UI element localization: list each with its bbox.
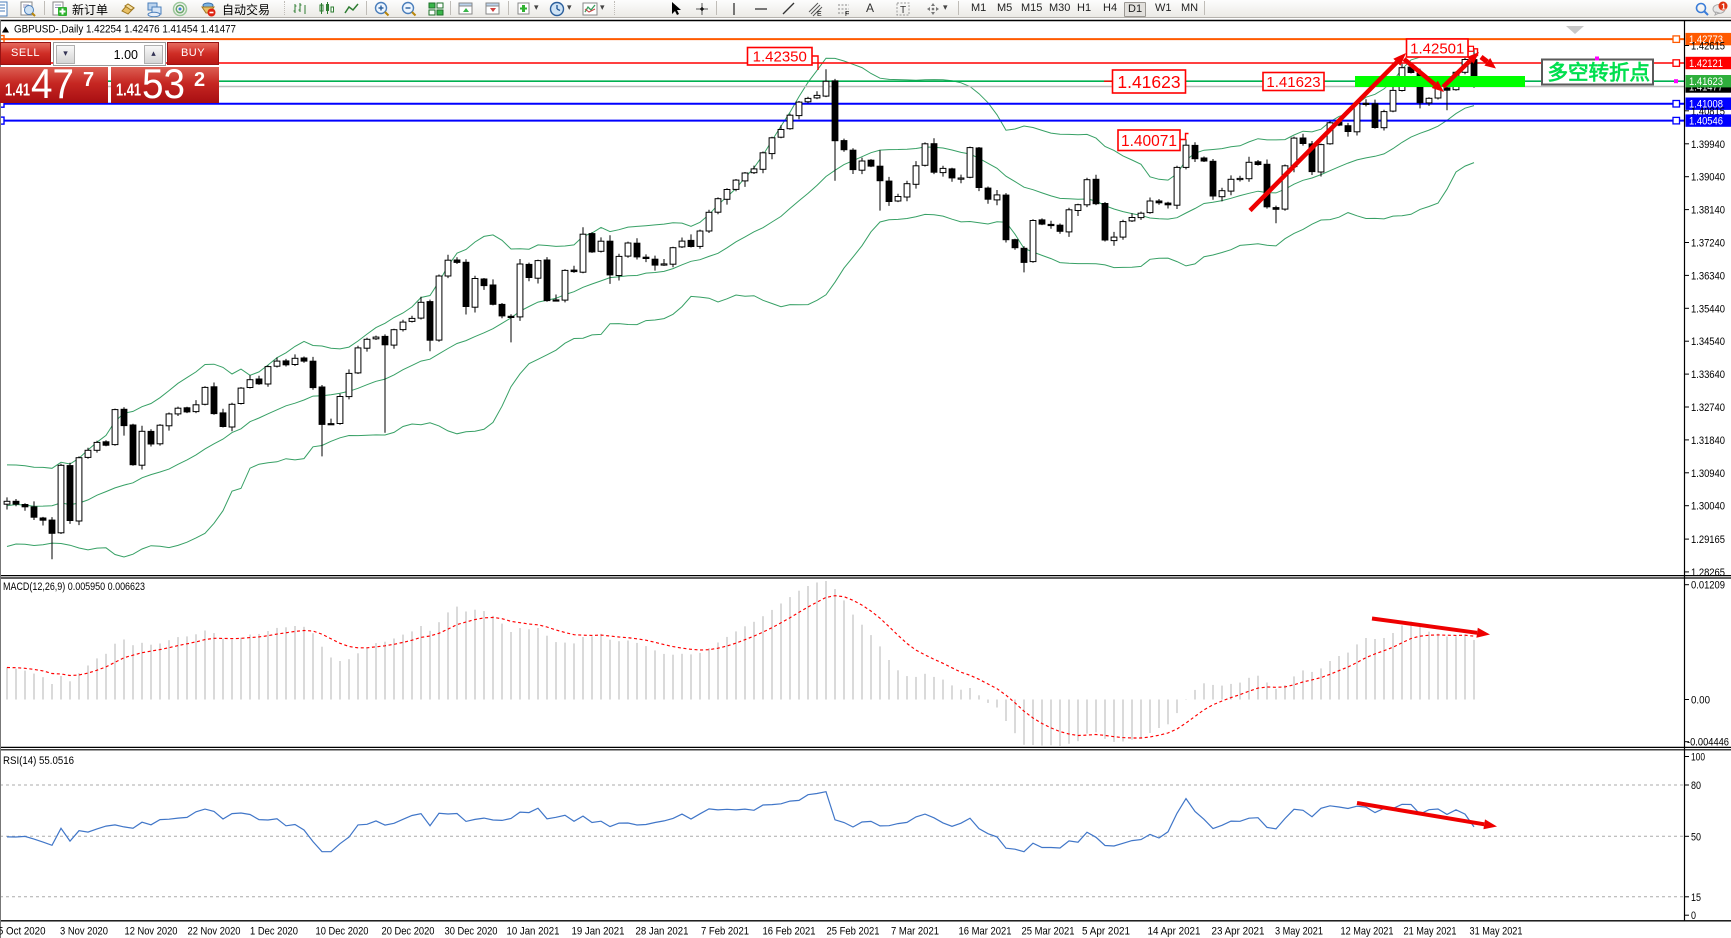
svg-text:1.36340: 1.36340 — [1691, 270, 1725, 282]
svg-text:1.42121: 1.42121 — [1689, 58, 1723, 70]
svg-text:80: 80 — [1691, 780, 1701, 792]
svg-text:7 Mar 2021: 7 Mar 2021 — [891, 926, 939, 938]
svg-text:1.31840: 1.31840 — [1691, 435, 1725, 447]
svg-text:1 Dec 2020: 1 Dec 2020 — [250, 926, 298, 938]
svg-text:1.42501: 1.42501 — [1410, 40, 1464, 57]
svg-text:1.34540: 1.34540 — [1691, 336, 1725, 348]
svg-text:1.41008: 1.41008 — [1689, 99, 1723, 111]
svg-text:F: F — [845, 11, 849, 17]
svg-text:0.01209: 0.01209 — [1691, 580, 1725, 592]
svg-text:RSI(14) 55.0516: RSI(14) 55.0516 — [3, 755, 74, 767]
svg-text:22 Nov 2020: 22 Nov 2020 — [188, 926, 241, 938]
svg-text:1.32740: 1.32740 — [1691, 402, 1725, 414]
svg-text:1.39940: 1.39940 — [1691, 139, 1725, 151]
svg-text:25 Oct 2020: 25 Oct 2020 — [0, 926, 46, 938]
svg-text:10 Jan 2021: 10 Jan 2021 — [507, 926, 560, 938]
svg-text:31 May 2021: 31 May 2021 — [1470, 926, 1523, 938]
svg-text:5 Apr 2021: 5 Apr 2021 — [1082, 926, 1130, 938]
svg-text:0: 0 — [1691, 910, 1696, 922]
svg-text:T: T — [900, 5, 906, 16]
svg-text:3 Nov 2020: 3 Nov 2020 — [60, 926, 108, 938]
svg-text:15: 15 — [1691, 892, 1701, 904]
svg-text:3 May 2021: 3 May 2021 — [1275, 926, 1323, 938]
svg-text:GBPUSD-,Daily 1.42254 1.42476: GBPUSD-,Daily 1.42254 1.42476 1.41454 1.… — [14, 24, 236, 36]
svg-text:-0.004446: -0.004446 — [1687, 737, 1729, 749]
svg-text:1.42773: 1.42773 — [1689, 34, 1723, 46]
svg-text:1.42615: 1.42615 — [1691, 41, 1725, 53]
svg-text:0.00: 0.00 — [1691, 695, 1710, 707]
svg-text:20 Dec 2020: 20 Dec 2020 — [382, 926, 435, 938]
svg-text:28 Jan 2021: 28 Jan 2021 — [636, 926, 689, 938]
svg-text:E: E — [817, 11, 822, 17]
svg-text:16 Mar 2021: 16 Mar 2021 — [959, 926, 1012, 938]
svg-text:1.28265: 1.28265 — [1691, 567, 1725, 579]
svg-text:1.29165: 1.29165 — [1691, 534, 1725, 546]
svg-text:14 Apr 2021: 14 Apr 2021 — [1148, 926, 1201, 938]
svg-text:19 Jan 2021: 19 Jan 2021 — [572, 926, 625, 938]
svg-text:1.39040: 1.39040 — [1691, 172, 1725, 184]
svg-text:1.38140: 1.38140 — [1691, 205, 1725, 217]
svg-text:100: 100 — [1691, 752, 1705, 764]
svg-text:1.41623: 1.41623 — [1266, 74, 1320, 91]
svg-text:7 Feb 2021: 7 Feb 2021 — [701, 926, 749, 938]
svg-text:1.41623: 1.41623 — [1689, 76, 1723, 88]
svg-text:21 May 2021: 21 May 2021 — [1404, 926, 1457, 938]
svg-text:16 Feb 2021: 16 Feb 2021 — [763, 926, 816, 938]
svg-text:1.37240: 1.37240 — [1691, 238, 1725, 250]
svg-text:30 Dec 2020: 30 Dec 2020 — [445, 926, 498, 938]
svg-text:1.40071: 1.40071 — [1121, 133, 1177, 150]
svg-text:23 Apr 2021: 23 Apr 2021 — [1212, 926, 1265, 938]
svg-text:1.30040: 1.30040 — [1691, 501, 1725, 513]
svg-text:10 Dec 2020: 10 Dec 2020 — [316, 926, 369, 938]
svg-text:25 Mar 2021: 25 Mar 2021 — [1022, 926, 1075, 938]
svg-text:多空转折点: 多空转折点 — [1548, 61, 1651, 85]
svg-text:1.30940: 1.30940 — [1691, 468, 1725, 480]
svg-text:25 Feb 2021: 25 Feb 2021 — [827, 926, 880, 938]
svg-text:1.40546: 1.40546 — [1689, 116, 1723, 128]
svg-text:12 May 2021: 12 May 2021 — [1341, 926, 1394, 938]
svg-text:1.35440: 1.35440 — [1691, 303, 1725, 315]
svg-text:1.33640: 1.33640 — [1691, 369, 1725, 381]
svg-text:1.42350: 1.42350 — [753, 49, 807, 66]
svg-text:50: 50 — [1691, 831, 1701, 843]
svg-text:1.41623: 1.41623 — [1117, 72, 1180, 92]
svg-text:1: 1 — [1721, 2, 1726, 11]
svg-text:MACD(12,26,9) 0.005950 0.00662: MACD(12,26,9) 0.005950 0.006623 — [3, 581, 145, 593]
svg-text:12 Nov 2020: 12 Nov 2020 — [125, 926, 178, 938]
